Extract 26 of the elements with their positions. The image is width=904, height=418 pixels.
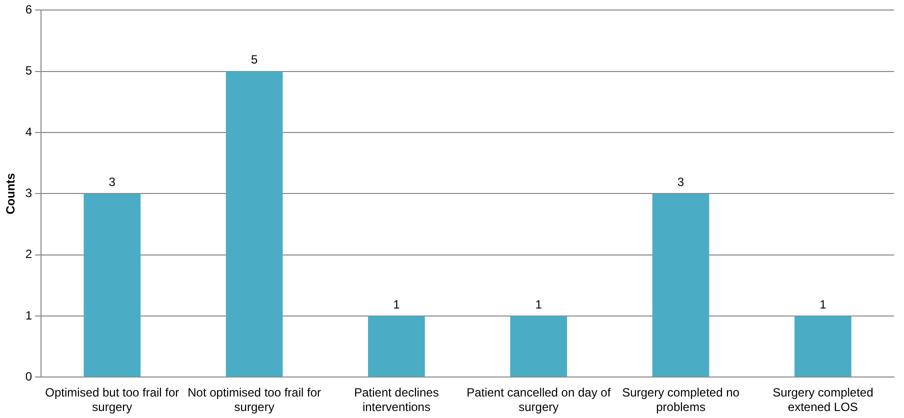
y-tick-label: 4 bbox=[25, 124, 32, 139]
data-label: 5 bbox=[250, 52, 258, 67]
data-label: 1 bbox=[535, 297, 542, 312]
y-tick-label: 1 bbox=[25, 308, 32, 322]
data-label: 3 bbox=[677, 175, 684, 190]
bar bbox=[510, 316, 568, 377]
data-label: 1 bbox=[820, 297, 827, 312]
y-tick-label: 0 bbox=[25, 370, 32, 384]
bar bbox=[226, 71, 283, 377]
y-tick-label: 5 bbox=[25, 64, 32, 78]
y-tick-label: 2 bbox=[25, 247, 32, 262]
data-label: 1 bbox=[393, 297, 400, 312]
y-axis-title: Counts bbox=[4, 172, 18, 214]
bar bbox=[368, 316, 425, 377]
x-tick-label: Patient declines interventions bbox=[354, 386, 439, 414]
bar bbox=[794, 316, 852, 377]
data-label: 3 bbox=[108, 175, 116, 190]
x-tick-label: Patient cancelled on day of surgery bbox=[466, 386, 612, 414]
y-tick-label: 6 bbox=[25, 2, 32, 17]
bar bbox=[84, 194, 141, 377]
y-tick-label: 3 bbox=[25, 186, 32, 200]
x-tick-label: Optimised but too frail for surgery bbox=[45, 386, 180, 414]
x-tick-label: Not optimised too frail for surgery bbox=[188, 386, 322, 414]
x-tick-label: Surgery completed extened LOS bbox=[772, 386, 874, 414]
x-tick-label: Surgery completed no problems bbox=[622, 386, 740, 414]
bar bbox=[652, 194, 710, 377]
